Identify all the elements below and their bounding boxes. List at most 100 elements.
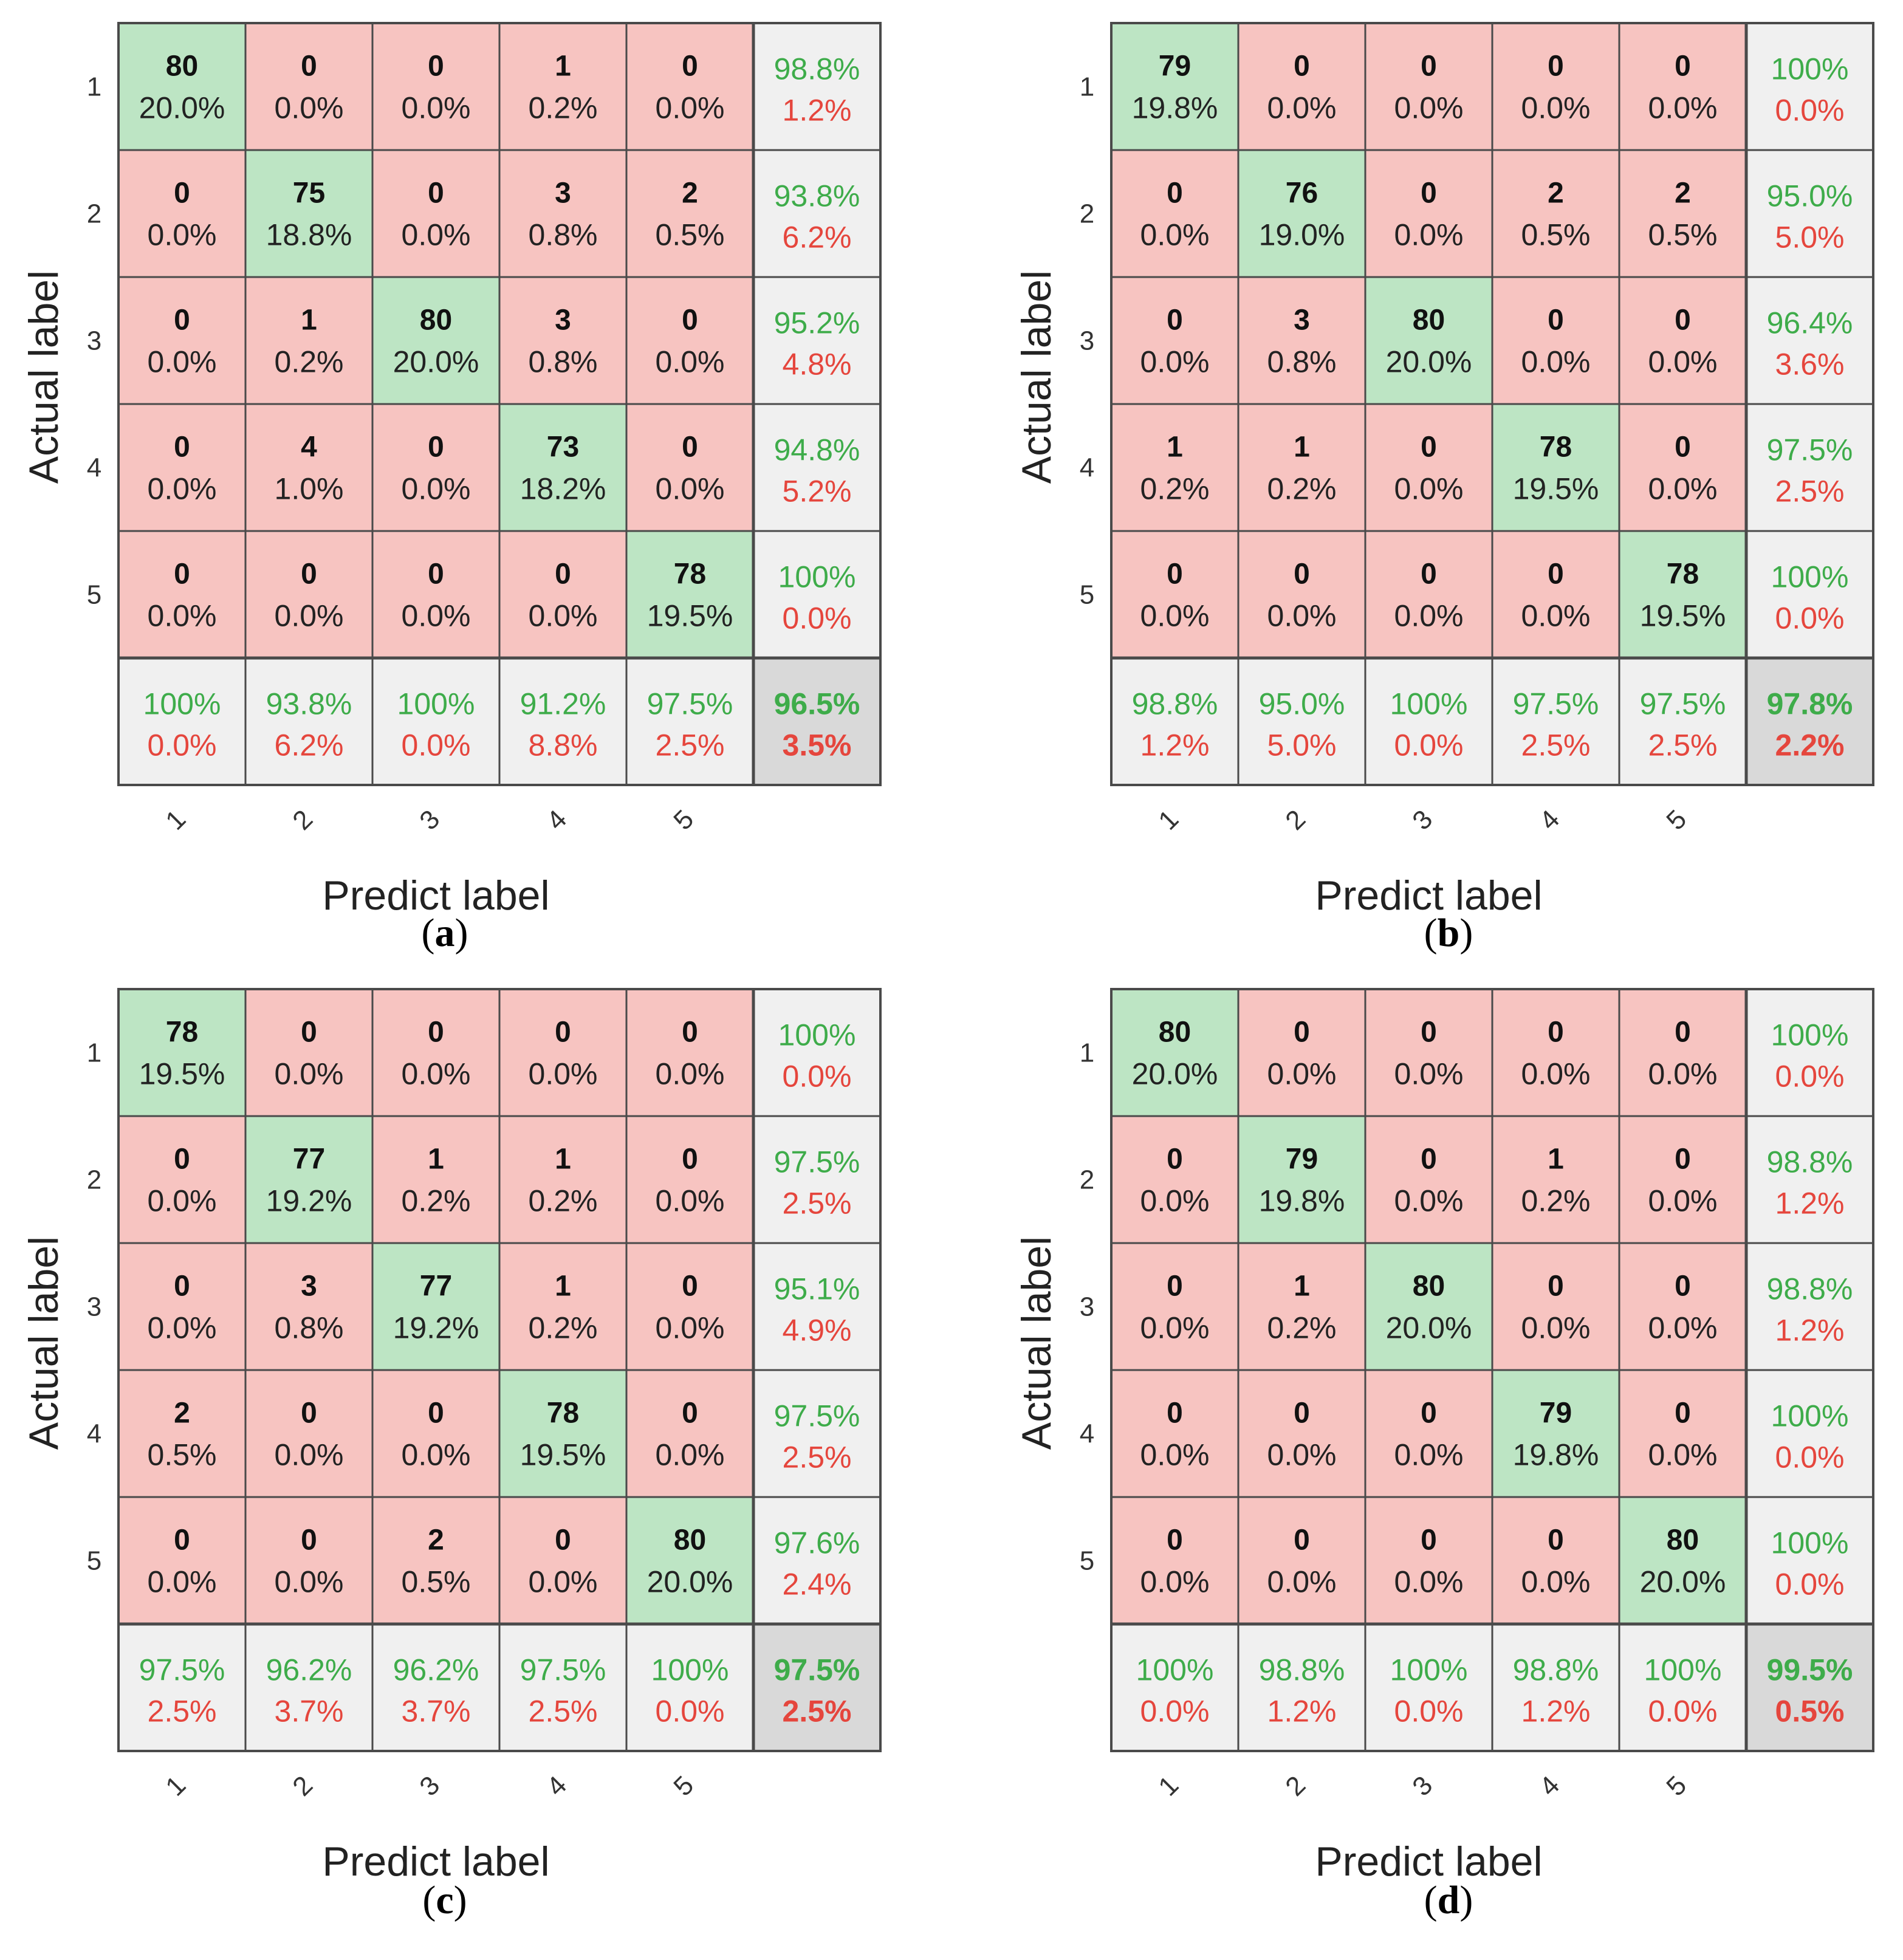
x-tick-label: 5 <box>668 804 699 836</box>
cell-count: 79 <box>1286 1143 1318 1176</box>
cell-count: 0 <box>1548 1270 1564 1303</box>
cell-count: 0 <box>1167 1143 1183 1176</box>
summary-error: 0.0% <box>148 728 217 762</box>
summary-correct: 100% <box>651 1653 729 1687</box>
cell-percent: 0.0% <box>148 218 217 252</box>
summary-cell <box>752 988 882 1117</box>
matrix-cell <box>244 988 374 1117</box>
summary-correct: 100% <box>143 687 221 721</box>
cell-percent: 0.0% <box>1140 1184 1210 1218</box>
y-tick-label: 5 <box>1080 580 1094 610</box>
cell-count: 0 <box>301 1016 317 1049</box>
cell-percent: 0.8% <box>1267 345 1337 379</box>
matrix-cell <box>625 276 755 405</box>
summary-error: 2.5% <box>148 1694 217 1729</box>
summary-correct: 98.8% <box>1259 1653 1345 1687</box>
summary-correct: 100% <box>778 1018 856 1052</box>
cell-percent: 0.0% <box>1140 1311 1210 1345</box>
cell-count: 80 <box>1413 304 1445 337</box>
cell-count: 3 <box>1294 304 1310 337</box>
cell-count: 0 <box>1548 1016 1564 1049</box>
x-tick-label: 4 <box>1534 1770 1565 1802</box>
matrix-cell <box>1237 276 1366 405</box>
x-tick-label: 4 <box>1534 804 1565 836</box>
cell-percent: 0.0% <box>529 599 598 633</box>
cell-percent: 0.0% <box>656 1057 725 1091</box>
cell-percent: 20.0% <box>1386 345 1472 379</box>
matrix-cell <box>244 1369 374 1498</box>
matrix-cell <box>1491 276 1620 405</box>
summary-error: 6.2% <box>275 728 344 762</box>
cell-percent: 0.2% <box>402 1184 471 1218</box>
cell-count: 0 <box>428 177 444 210</box>
cell-count: 0 <box>1548 1524 1564 1557</box>
matrix-cell <box>1237 1115 1366 1244</box>
matrix-cell <box>1110 1115 1240 1244</box>
y-tick-label: 4 <box>1080 453 1094 483</box>
matrix-cell <box>625 1115 755 1244</box>
cell-count: 0 <box>301 1397 317 1430</box>
summary-error: 1.2% <box>1775 1314 1845 1348</box>
cell-count: 75 <box>293 177 325 210</box>
cell-percent: 0.0% <box>1140 345 1210 379</box>
x-tick-label: 1 <box>160 1770 191 1802</box>
cell-percent: 19.2% <box>393 1311 479 1345</box>
cell-percent: 0.0% <box>1521 345 1591 379</box>
matrix-cell <box>371 22 501 151</box>
cell-count: 80 <box>166 50 198 83</box>
summary-correct: 98.8% <box>1132 687 1218 721</box>
cell-count: 0 <box>682 1143 698 1176</box>
summary-error: 2.5% <box>1775 475 1845 509</box>
cell-count: 0 <box>682 304 698 337</box>
cell-count: 0 <box>301 558 317 591</box>
cell-count: 0 <box>1421 1143 1437 1176</box>
x-tick-label: 5 <box>1661 804 1692 836</box>
cell-percent: 0.0% <box>148 1184 217 1218</box>
y-tick-label: 4 <box>87 453 101 483</box>
cell-percent: 0.0% <box>656 1184 725 1218</box>
matrix-cell <box>244 276 374 405</box>
cell-percent: 0.0% <box>275 91 344 125</box>
matrix-cell <box>1237 149 1366 278</box>
matrix-cell <box>117 22 247 151</box>
cell-percent: 0.2% <box>529 1311 598 1345</box>
cell-count: 0 <box>1675 304 1691 337</box>
cell-percent: 0.5% <box>656 218 725 252</box>
summary-correct: 99.5% <box>1767 1653 1853 1687</box>
summary-cell <box>1745 530 1874 659</box>
x-tick-label: 2 <box>1280 804 1311 836</box>
panel-d: 80 20.0% 0 0.0% 0 0.0% 0 0.0% 0 0.0% 100% 0.0% 0 0.0%… <box>993 966 1903 1946</box>
cell-count: 0 <box>1675 431 1691 464</box>
cell-percent: 0.0% <box>275 1438 344 1472</box>
x-tick-label: 3 <box>1407 1770 1438 1802</box>
panel-c: 78 19.5% 0 0.0% 0 0.0% 0 0.0% 0 0.0% 100% 0.0% 0 0.0%… <box>0 966 951 1946</box>
cell-percent: 0.0% <box>656 1438 725 1472</box>
x-axis-label: Predict label <box>322 872 549 919</box>
summary-cell <box>244 657 374 786</box>
cell-percent: 0.0% <box>1394 91 1464 125</box>
cell-percent: 0.2% <box>275 345 344 379</box>
y-tick-label: 3 <box>1080 326 1094 356</box>
cell-percent: 0.0% <box>1521 1311 1591 1345</box>
summary-correct: 95.2% <box>774 306 860 340</box>
cell-count: 0 <box>1421 177 1437 210</box>
cell-count: 3 <box>301 1270 317 1303</box>
cell-count: 1 <box>555 1270 571 1303</box>
matrix-cell <box>1491 1115 1620 1244</box>
summary-correct: 93.8% <box>774 179 860 213</box>
matrix-cell <box>498 988 628 1117</box>
cell-percent: 0.0% <box>529 1565 598 1599</box>
x-tick-label: 1 <box>160 804 191 836</box>
summary-error: 1.2% <box>783 94 852 128</box>
summary-cell <box>117 657 247 786</box>
matrix-cell <box>1618 1369 1747 1498</box>
cell-percent: 19.0% <box>1259 218 1345 252</box>
matrix-cell <box>498 149 628 278</box>
y-axis-label: Actual label <box>1013 1236 1060 1450</box>
overall-cell <box>1745 1623 1874 1752</box>
x-axis-label: Predict label <box>322 1838 549 1885</box>
cell-count: 0 <box>555 558 571 591</box>
x-tick-label: 3 <box>414 1770 445 1802</box>
summary-correct: 100% <box>397 687 475 721</box>
summary-error: 1.2% <box>1775 1187 1845 1221</box>
